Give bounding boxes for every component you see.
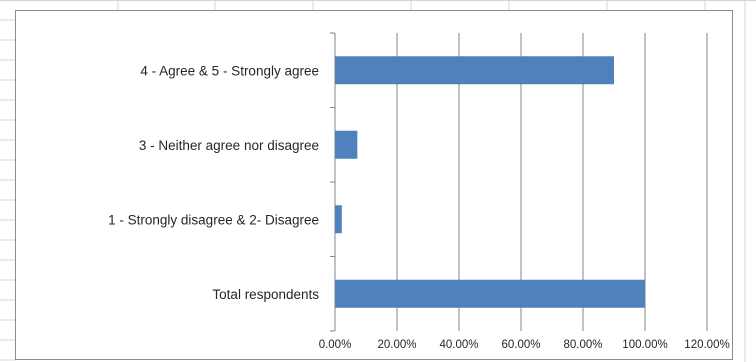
- chart-area[interactable]: 0.00% 20.00% 40.00% 60.00% 80.00% 100.00% 120.…: [15, 10, 733, 360]
- bar-chart: 0.00% 20.00% 40.00% 60.00% 80.00% 100.00% 120.…: [108, 32, 730, 351]
- category-label: 4 - Agree & 5 - Strongly agree: [140, 63, 319, 78]
- bar[interactable]: [335, 205, 342, 234]
- x-tick-label: 60.00%: [501, 339, 540, 351]
- x-tick-label: 0.00%: [319, 339, 352, 351]
- category-label: 3 - Neither agree nor disagree: [139, 138, 319, 153]
- category-label: 1 - Strongly disagree & 2- Disagree: [108, 212, 319, 227]
- category-label: Total respondents: [212, 287, 319, 302]
- x-tick-label: 80.00%: [563, 339, 602, 351]
- x-tick-label: 100.00%: [622, 339, 667, 351]
- bar[interactable]: [335, 130, 358, 159]
- x-tick-label: 120.00%: [684, 339, 729, 351]
- x-tick-label: 40.00%: [439, 339, 478, 351]
- bar[interactable]: [335, 56, 614, 85]
- bar[interactable]: [335, 279, 645, 308]
- x-tick-label: 20.00%: [377, 339, 416, 351]
